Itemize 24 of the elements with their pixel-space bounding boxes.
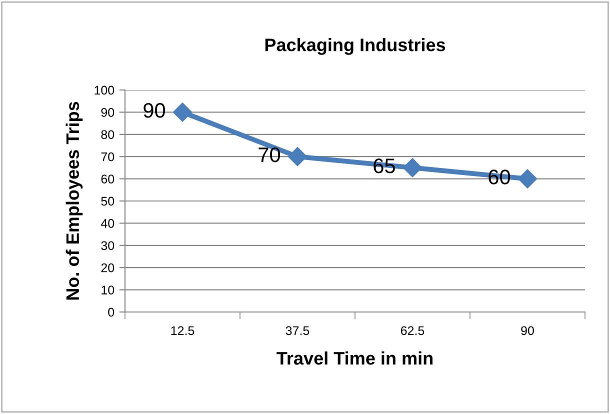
point bbox=[518, 169, 538, 188]
y-tick-label: 20 bbox=[101, 263, 114, 272]
x-tick-label: 37.5 bbox=[286, 326, 310, 336]
y-tick-label: 40 bbox=[100, 219, 114, 228]
point bbox=[402, 158, 422, 178]
y-tick-label: 100 bbox=[94, 86, 114, 95]
y-tick-label: 30 bbox=[101, 241, 114, 250]
x-tick-label: 62.5 bbox=[400, 326, 424, 336]
y-tick-label: 0 bbox=[108, 308, 114, 317]
point bbox=[172, 102, 192, 122]
x-axis-title: Travel Time in min bbox=[276, 351, 432, 365]
y-tick-label: 90 bbox=[101, 108, 114, 117]
x-tick-label: 90 bbox=[521, 326, 534, 336]
data-label: 90 bbox=[144, 103, 166, 118]
point bbox=[288, 147, 308, 166]
y-tick-label: 60 bbox=[101, 174, 114, 184]
y-tick-label: 80 bbox=[101, 130, 114, 140]
data-label: 70 bbox=[258, 147, 280, 162]
y-tick-label: 70 bbox=[101, 152, 114, 162]
y-tick-label: 50 bbox=[101, 196, 114, 206]
x-tick-label: 12.5 bbox=[171, 326, 194, 336]
y-tick-label: 10 bbox=[102, 286, 114, 294]
chart-title: Packaging Industries bbox=[265, 38, 446, 55]
y-axis-title: No. of Employees Trips bbox=[66, 102, 83, 300]
